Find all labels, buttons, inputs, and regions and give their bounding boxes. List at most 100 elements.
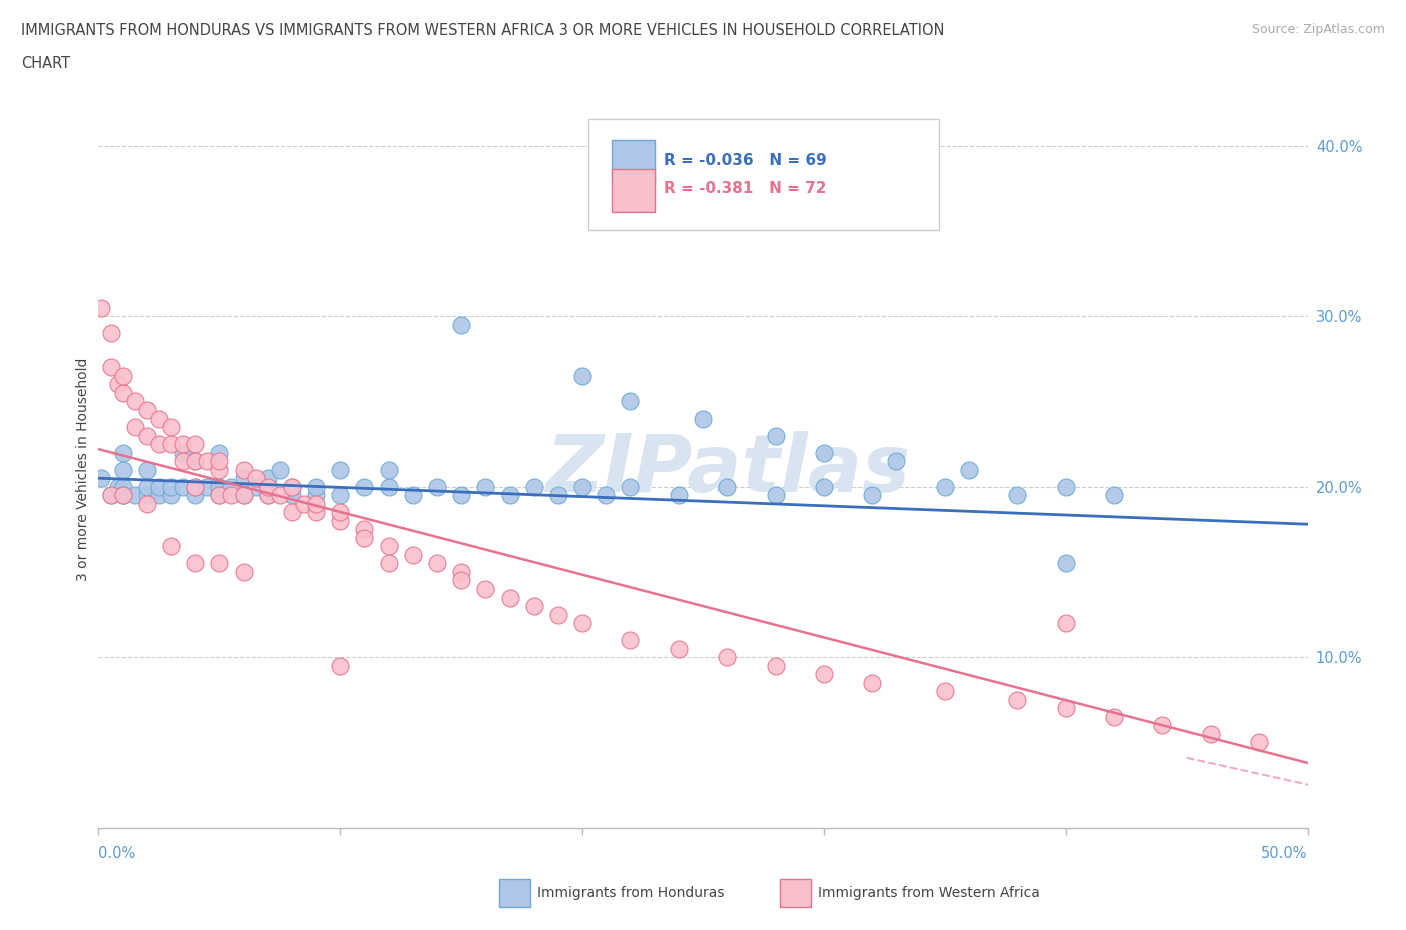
Point	[474, 581, 496, 596]
Text: 0.0%: 0.0%	[98, 846, 135, 861]
Point	[135, 403, 157, 418]
Text: Source: ZipAtlas.com: Source: ZipAtlas.com	[1251, 23, 1385, 36]
Point	[100, 487, 122, 502]
Point	[184, 487, 207, 502]
Point	[474, 479, 496, 494]
Point	[329, 658, 352, 673]
Point	[124, 487, 146, 502]
Point	[184, 437, 207, 452]
Point	[184, 479, 207, 494]
Point	[450, 565, 472, 579]
Point	[195, 454, 218, 469]
Point	[208, 487, 231, 502]
Point	[208, 479, 231, 494]
Point	[160, 539, 183, 554]
Point	[281, 479, 304, 494]
Bar	[612, 140, 655, 183]
Point	[1054, 616, 1077, 631]
Point	[934, 684, 956, 698]
Point	[305, 479, 328, 494]
Point	[1102, 487, 1125, 502]
Point	[329, 513, 352, 528]
Point	[547, 607, 569, 622]
Text: CHART: CHART	[21, 56, 70, 71]
Point	[90, 471, 112, 485]
FancyBboxPatch shape	[588, 119, 939, 230]
Point	[402, 487, 425, 502]
Point	[111, 487, 134, 502]
Point	[160, 479, 183, 494]
Point	[377, 462, 399, 477]
Point	[90, 300, 112, 315]
Point	[1102, 710, 1125, 724]
Point	[353, 522, 375, 537]
Point	[184, 479, 207, 494]
Text: R = -0.036   N = 69: R = -0.036 N = 69	[664, 153, 827, 167]
Point	[221, 479, 243, 494]
Point	[148, 479, 170, 494]
Point	[269, 462, 291, 477]
Point	[668, 487, 690, 502]
Point	[148, 437, 170, 452]
Point	[450, 487, 472, 502]
Point	[107, 377, 129, 392]
Point	[305, 487, 328, 502]
Point	[450, 317, 472, 332]
Point	[148, 487, 170, 502]
Point	[135, 487, 157, 502]
Point	[813, 479, 835, 494]
Point	[765, 487, 787, 502]
Point	[426, 479, 449, 494]
Point	[716, 479, 738, 494]
Point	[256, 471, 278, 485]
Point	[547, 487, 569, 502]
Point	[160, 419, 183, 434]
Point	[232, 462, 254, 477]
Point	[208, 487, 231, 502]
Point	[111, 445, 134, 460]
Bar	[612, 169, 655, 212]
Point	[208, 462, 231, 477]
Point	[765, 658, 787, 673]
Point	[124, 394, 146, 409]
Point	[571, 479, 593, 494]
Point	[256, 479, 278, 494]
Point	[595, 487, 617, 502]
Point	[100, 326, 122, 340]
Point	[860, 487, 883, 502]
Point	[377, 479, 399, 494]
Point	[281, 479, 304, 494]
Point	[1152, 718, 1174, 733]
Point	[1249, 735, 1271, 750]
Point	[208, 454, 231, 469]
Point	[208, 445, 231, 460]
Point	[111, 368, 134, 383]
Point	[107, 479, 129, 494]
Point	[232, 487, 254, 502]
Point	[377, 539, 399, 554]
Text: Immigrants from Honduras: Immigrants from Honduras	[537, 885, 724, 900]
Y-axis label: 3 or more Vehicles in Household: 3 or more Vehicles in Household	[76, 358, 90, 581]
Point	[111, 487, 134, 502]
Point	[619, 394, 641, 409]
Point	[571, 616, 593, 631]
Point	[1199, 726, 1222, 741]
Point	[329, 462, 352, 477]
Point	[292, 497, 315, 512]
Point	[329, 487, 352, 502]
Point	[232, 487, 254, 502]
Text: Immigrants from Western Africa: Immigrants from Western Africa	[818, 885, 1040, 900]
Point	[353, 530, 375, 545]
Point	[221, 487, 243, 502]
Point	[195, 479, 218, 494]
Point	[886, 454, 908, 469]
Point	[245, 471, 267, 485]
Point	[402, 548, 425, 563]
Point	[498, 487, 520, 502]
Point	[860, 675, 883, 690]
Point	[305, 505, 328, 520]
Point	[305, 497, 328, 512]
Point	[281, 505, 304, 520]
Point	[172, 454, 194, 469]
Point	[692, 411, 714, 426]
